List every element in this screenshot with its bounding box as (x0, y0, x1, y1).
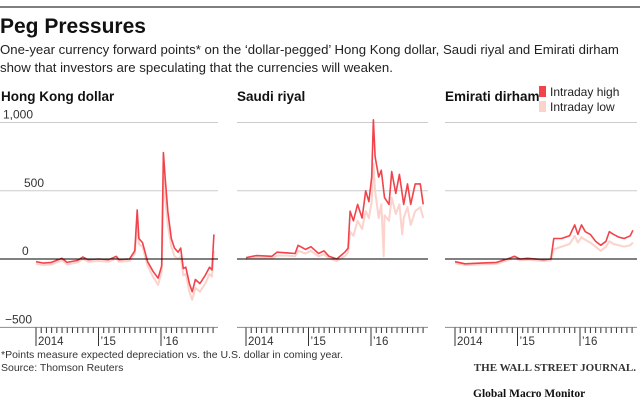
y-tick-label: 500 (24, 176, 44, 190)
x-tick-label: 2014 (248, 336, 274, 348)
x-tick-label: ’15 (101, 336, 116, 348)
legend-high-swatch (539, 86, 546, 97)
x-tick-label: ’16 (163, 336, 178, 348)
series-intraday-high (454, 224, 634, 265)
x-tick-label: 2014 (457, 336, 483, 348)
panel-title: Emirati dirham (445, 89, 540, 104)
panel-0: Hong Kong dollar 2014 ’15 ’16 1,000 500 0 −500 (0, 89, 218, 348)
chart-title: Peg Pressures (0, 15, 146, 38)
x-tick-label: 2014 (38, 336, 64, 348)
x-tick-label: ’15 (520, 336, 535, 348)
legend-high-label: Intraday high (550, 85, 619, 99)
legend-low-label: Intraday low (550, 100, 615, 114)
y-tick-label: 0 (22, 244, 29, 258)
source: Source: Thomson Reuters (1, 362, 123, 374)
panel-title: Hong Kong dollar (1, 89, 115, 104)
panel-2: Emirati dirham 2014 ’15 ’16 (445, 89, 637, 348)
series-intraday-high (245, 119, 424, 260)
x-tick-label: ’15 (311, 336, 326, 348)
y-tick-label: −500 (5, 312, 32, 326)
footnote: *Points measure expected depreciation vs… (1, 349, 343, 361)
publisher-logo: THE WALL STREET JOURNAL. (474, 362, 636, 374)
series-intraday-low (245, 162, 425, 262)
legend-low-swatch (539, 101, 546, 112)
x-tick-label: ’16 (582, 336, 597, 348)
x-tick-label: ’16 (373, 336, 388, 348)
series-intraday-high (35, 151, 215, 293)
subtitle-line-2: show that investors are speculating that… (0, 60, 393, 75)
panel-title: Saudi riyal (237, 89, 305, 104)
panel-1: Saudi riyal 2014 ’15 ’16 (237, 89, 428, 348)
watermark: Global Macro Monitor (473, 388, 585, 400)
y-tick-label: 1,000 (3, 108, 33, 122)
series-intraday-low (35, 176, 215, 301)
subtitle-line-1: One-year currency forward points* on the… (0, 42, 619, 57)
